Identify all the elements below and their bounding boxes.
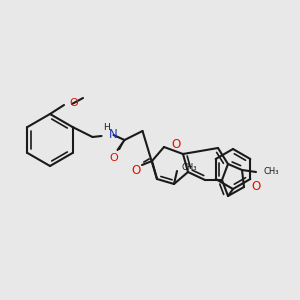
- Text: H: H: [103, 122, 110, 131]
- Text: O: O: [171, 139, 180, 152]
- Text: N: N: [109, 128, 117, 140]
- Text: O: O: [109, 153, 118, 163]
- Text: O: O: [251, 181, 260, 194]
- Text: O: O: [69, 98, 78, 108]
- Text: CH₃: CH₃: [181, 163, 197, 172]
- Text: CH₃: CH₃: [263, 167, 278, 176]
- Text: O: O: [131, 164, 141, 178]
